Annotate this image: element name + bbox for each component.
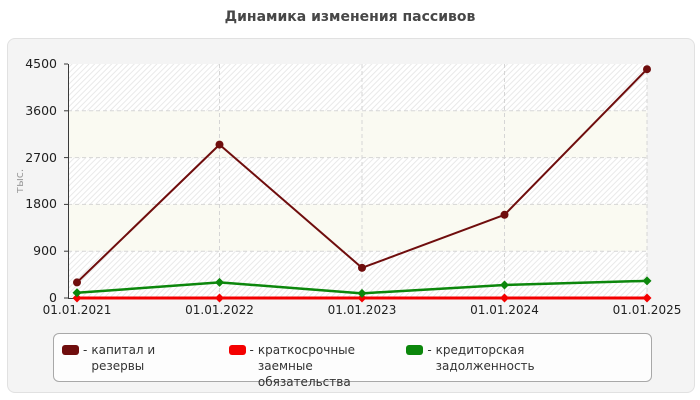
plot-band <box>68 110 647 158</box>
x-tick-label: 01.01.2022 <box>185 303 254 317</box>
y-tick-label: 900 <box>33 243 57 259</box>
data-point <box>72 288 82 298</box>
x-tick-label: 01.01.2023 <box>327 303 397 317</box>
plot-band <box>68 157 647 205</box>
legend-swatch-capital <box>62 345 79 355</box>
data-point <box>500 293 509 303</box>
data-point <box>642 276 652 286</box>
gridlines <box>68 64 648 298</box>
y-tick-label: 1800 <box>25 196 57 212</box>
y-tick-label: 3600 <box>25 102 57 118</box>
data-point <box>73 278 81 287</box>
x-tick-label: 01.01.2021 <box>42 303 112 317</box>
data-point <box>500 210 509 219</box>
legend-label-payables: кредиторская задолженность <box>435 343 535 373</box>
legend-dash: - <box>427 343 432 357</box>
data-series <box>72 65 652 303</box>
legend-swatch-short-term-loans <box>228 345 246 355</box>
legend-swatch-payables <box>406 345 424 355</box>
legend-item-payables: - кредиторская задолженность <box>406 342 625 374</box>
chart-legend: - капитал и резервы - краткосрочные заем… <box>53 333 652 389</box>
y-tick-label: 4500 <box>25 56 57 71</box>
y-tick-label: 2700 <box>25 149 57 165</box>
legend-dash: - <box>83 343 88 357</box>
legend-dash: - <box>249 343 254 357</box>
legend-item-short-term-loans: - краткосрочные заемные обязательства <box>228 342 389 390</box>
data-point <box>72 293 82 303</box>
chart-title: Динамика изменения пассивов <box>224 9 476 25</box>
y-axis-title: тыс. <box>13 168 26 194</box>
data-point <box>357 288 367 298</box>
data-point <box>643 65 651 74</box>
legend-item-capital: - капитал и резервы <box>62 342 211 374</box>
data-point <box>215 277 224 287</box>
x-tick-label: 01.01.2025 <box>612 303 682 317</box>
x-tick-label: 01.01.2024 <box>470 303 539 317</box>
legend-label-capital: капитал и резервы <box>91 343 156 373</box>
plot-area <box>64 63 652 303</box>
plot-band <box>68 204 647 252</box>
plot-band <box>68 251 647 298</box>
data-point <box>215 140 224 149</box>
data-point <box>215 293 224 303</box>
legend-label-short-term-loans: краткосрочные заемные обязательства <box>257 343 356 389</box>
data-point <box>358 263 366 272</box>
plot-band <box>68 64 647 111</box>
y-tick-label: 0 <box>49 290 57 305</box>
data-point <box>500 280 509 290</box>
data-point <box>357 293 367 303</box>
data-point <box>642 293 652 303</box>
